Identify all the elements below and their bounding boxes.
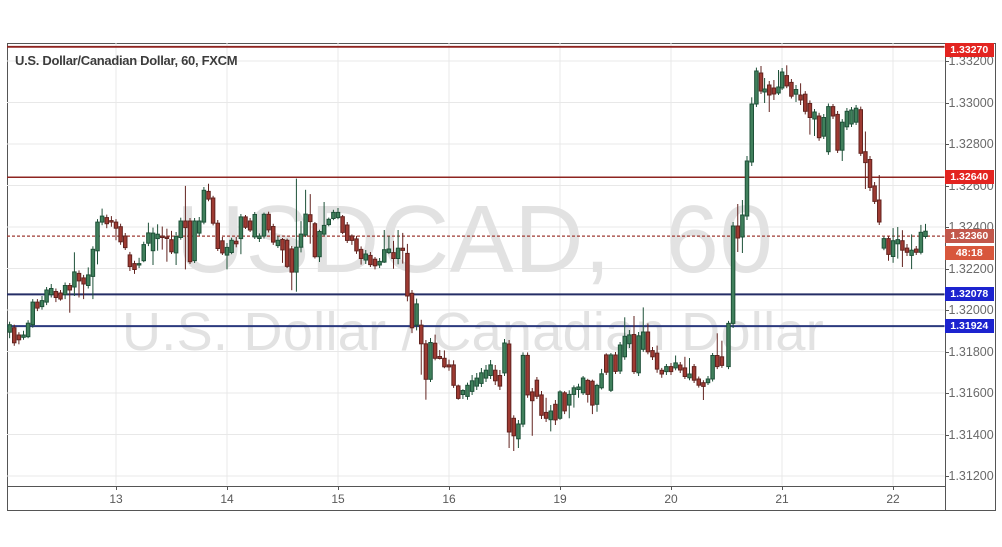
svg-text:USDCAD, 60: USDCAD, 60 [176, 186, 774, 293]
svg-text:U.S. Dollar / Canadian Dollar: U.S. Dollar / Canadian Dollar [122, 302, 824, 362]
